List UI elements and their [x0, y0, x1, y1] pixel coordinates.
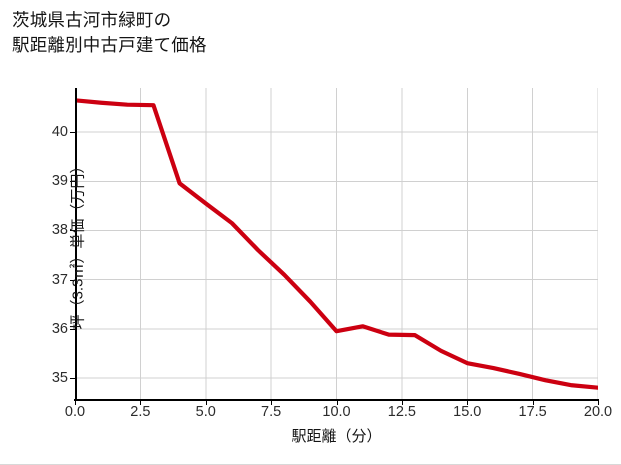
plot-canvas: [75, 88, 598, 400]
chart-title: 茨城県古河市緑町の 駅距離別中古戸建て価格: [12, 10, 207, 56]
x-tick-mark: [140, 400, 142, 405]
x-tick-mark: [598, 400, 599, 405]
x-tick-label-17.5: 17.5: [518, 404, 547, 420]
y-tick-label: 40: [51, 124, 68, 141]
y-tick-mark: [70, 230, 75, 232]
y-tick-mark: [70, 328, 75, 330]
y-tick-label: 39: [51, 173, 68, 190]
y-tick-mark: [70, 181, 75, 183]
y-tick-label: 35: [51, 369, 68, 386]
y-tick-mark: [70, 279, 75, 281]
y-axis-label-holder: 坪（3.3㎡）単価（万円）: [14, 88, 87, 400]
x-tick-mark: [401, 400, 403, 405]
x-tick-label-12.5: 12.5: [387, 404, 416, 420]
x-tick-label-0.0: 0.0: [64, 404, 86, 420]
y-axis-line: [75, 88, 77, 401]
x-tick-label-20.0: 20.0: [583, 404, 613, 420]
y-tick-label: 38: [51, 222, 68, 239]
x-tick-mark: [271, 400, 273, 405]
x-tick-label-7.5: 7.5: [261, 404, 282, 420]
y-tick-label: 37: [51, 271, 68, 288]
y-tick-label: 36: [51, 320, 68, 337]
line-series-坪単価: [75, 98, 598, 390]
y-tick-mark: [70, 132, 75, 134]
y-axis-label: 坪（3.3㎡）単価（万円）: [69, 158, 87, 330]
y-tick-mark: [70, 377, 75, 379]
x-tick-label-2.5: 2.5: [130, 404, 151, 420]
x-tick-mark: [75, 400, 76, 405]
x-tick-mark: [532, 400, 534, 405]
x-tick-label-5.0: 5.0: [195, 404, 216, 420]
x-tick-mark: [205, 400, 207, 405]
x-tick-label-15.0: 15.0: [453, 404, 482, 420]
x-axis-label: 駅距離（分）: [291, 428, 382, 445]
x-tick-mark: [467, 400, 469, 405]
plot-area: [75, 88, 598, 400]
x-tick-mark: [336, 400, 338, 405]
x-tick-label-10.0: 10.0: [322, 404, 351, 420]
gridlines: [75, 88, 598, 400]
